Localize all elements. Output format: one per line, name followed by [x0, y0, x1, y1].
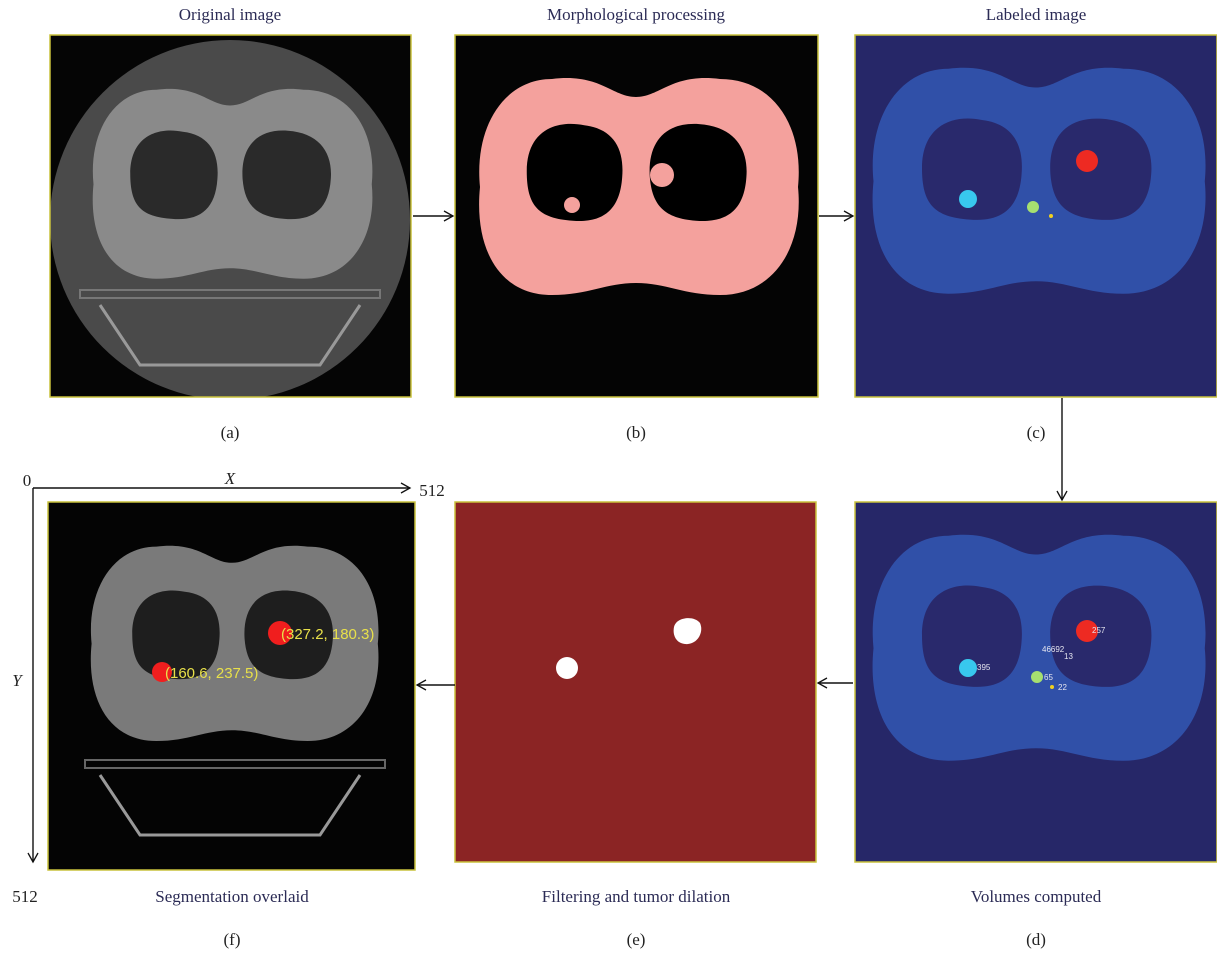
tumor-region: [959, 190, 977, 208]
ct-image: [50, 40, 410, 400]
panel-caption: (e): [627, 930, 646, 949]
body: [873, 68, 1206, 294]
x-axis-max: 512: [419, 481, 445, 500]
panel-c: Labeled image (c): [855, 5, 1217, 442]
panel-f: (327.2, 180.3) (160.6, 237.5) Segmentati…: [48, 502, 415, 949]
panel-title: Labeled image: [986, 5, 1087, 24]
coordinate-label: (160.6, 237.5): [165, 665, 258, 682]
panel-caption: (d): [1026, 930, 1046, 949]
panel-b: Morphological processing (b): [455, 5, 818, 442]
region: [1049, 214, 1053, 218]
body: [479, 78, 799, 295]
blob: [564, 197, 580, 213]
panel-title: Original image: [179, 5, 281, 24]
panel-d: 257 46692 13 395 65 22 Volumes computed …: [855, 502, 1217, 949]
region: [1050, 685, 1054, 689]
panel-title: Segmentation overlaid: [155, 887, 309, 906]
image-background: [455, 502, 816, 862]
region: [1027, 201, 1039, 213]
y-axis-label: Y: [12, 671, 23, 690]
panel-a: Original image (a): [50, 5, 411, 442]
tumor-region: [1076, 150, 1098, 172]
panel-caption: (c): [1027, 423, 1046, 442]
figure: Original image (a) Morphological process…: [0, 0, 1217, 953]
panel-caption: (b): [626, 423, 646, 442]
panel-title: Morphological processing: [547, 5, 725, 24]
volume-label: 13: [1064, 652, 1073, 661]
volume-label: 46692: [1042, 645, 1065, 654]
tumor-region: [959, 659, 977, 677]
x-axis-label: X: [224, 469, 236, 488]
coordinate-label: (327.2, 180.3): [281, 626, 374, 643]
volume-label: 65: [1044, 673, 1053, 682]
panel-caption: (f): [224, 930, 241, 949]
tumor-mask: [556, 657, 578, 679]
blob: [650, 163, 674, 187]
panel-title: Filtering and tumor dilation: [542, 887, 731, 906]
volume-label: 257: [1092, 626, 1106, 635]
panel-e: Filtering and tumor dilation (e): [455, 502, 816, 949]
volume-label: 395: [977, 663, 991, 672]
region: [1031, 671, 1043, 683]
panel-caption: (a): [221, 423, 240, 442]
axis-origin: 0: [23, 471, 32, 490]
volume-label: 22: [1058, 683, 1067, 692]
y-axis-max: 512: [12, 887, 38, 906]
body: [873, 535, 1206, 761]
panel-title: Volumes computed: [971, 887, 1102, 906]
